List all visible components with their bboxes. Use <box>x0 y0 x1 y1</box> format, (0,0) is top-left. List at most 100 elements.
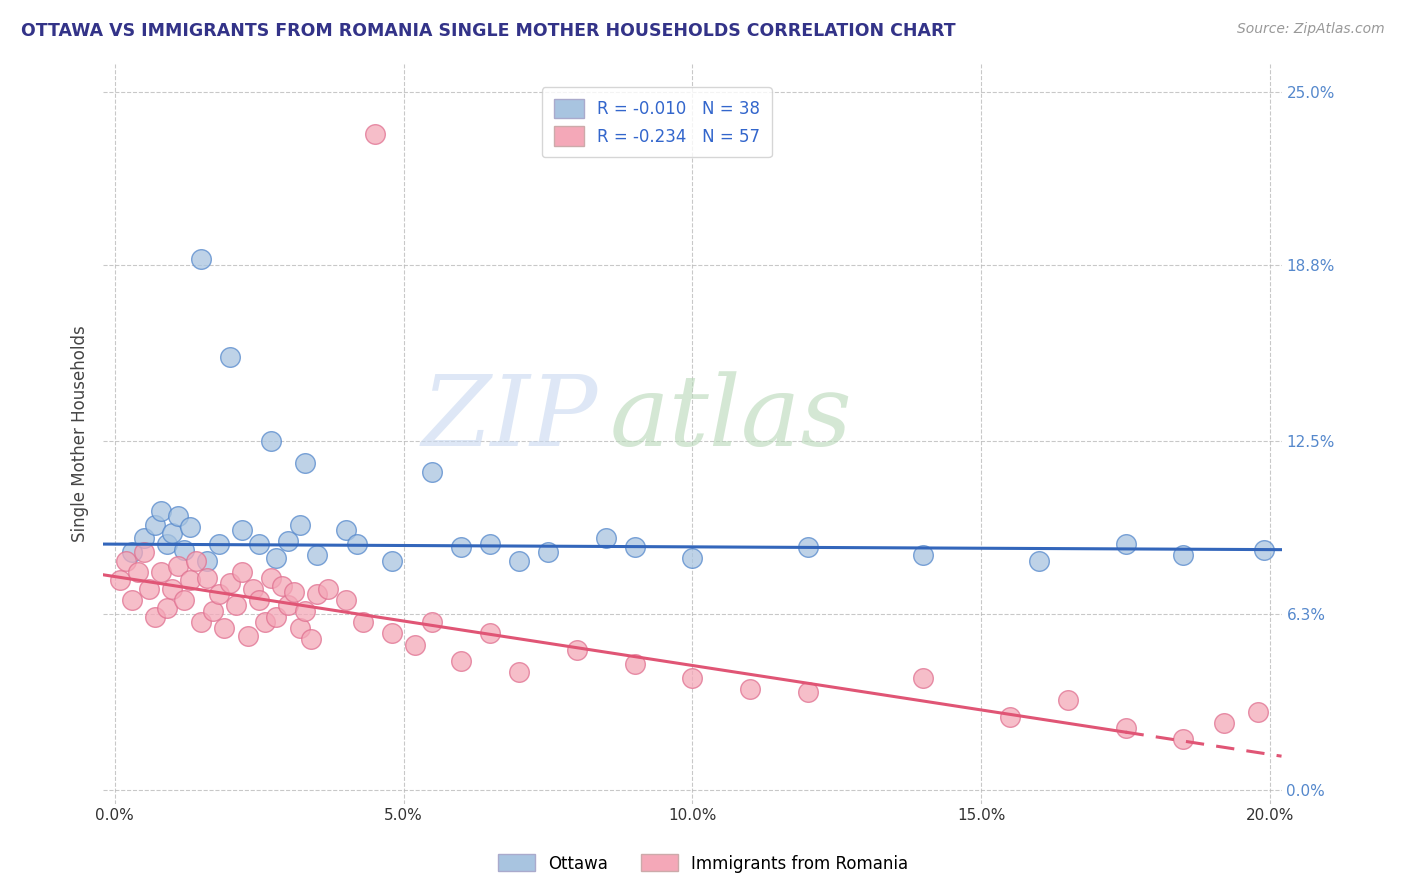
Point <box>595 532 617 546</box>
Point <box>242 582 264 596</box>
Point <box>912 671 935 685</box>
Point <box>110 574 132 588</box>
Point <box>225 599 247 613</box>
Point <box>214 621 236 635</box>
Point <box>479 537 502 551</box>
Point <box>299 632 322 646</box>
Point <box>318 582 340 596</box>
Text: ZIP: ZIP <box>422 371 598 467</box>
Point <box>450 654 472 668</box>
Point <box>479 626 502 640</box>
Point <box>259 434 281 448</box>
Point <box>156 601 179 615</box>
Text: OTTAWA VS IMMIGRANTS FROM ROMANIA SINGLE MOTHER HOUSEHOLDS CORRELATION CHART: OTTAWA VS IMMIGRANTS FROM ROMANIA SINGLE… <box>21 22 956 40</box>
Point <box>912 548 935 562</box>
Point <box>173 593 195 607</box>
Point <box>179 520 201 534</box>
Point <box>149 503 172 517</box>
Point <box>1247 705 1270 719</box>
Point <box>219 350 242 364</box>
Point <box>1115 537 1137 551</box>
Point <box>184 554 207 568</box>
Text: Source: ZipAtlas.com: Source: ZipAtlas.com <box>1237 22 1385 37</box>
Point <box>283 584 305 599</box>
Point <box>404 638 426 652</box>
Point <box>247 593 270 607</box>
Point <box>1028 554 1050 568</box>
Point <box>121 545 143 559</box>
Point <box>208 537 231 551</box>
Point <box>236 629 259 643</box>
Point <box>162 525 184 540</box>
Point <box>271 579 294 593</box>
Point <box>565 643 588 657</box>
Point <box>277 534 299 549</box>
Point <box>363 127 385 141</box>
Point <box>1212 715 1234 730</box>
Point <box>277 599 299 613</box>
Point <box>450 540 472 554</box>
Point <box>294 456 316 470</box>
Point <box>422 615 444 630</box>
Point <box>381 554 404 568</box>
Point <box>508 665 530 680</box>
Point <box>162 582 184 596</box>
Text: atlas: atlas <box>610 371 852 467</box>
Point <box>797 685 820 699</box>
Point <box>738 682 761 697</box>
Point <box>132 545 155 559</box>
Point <box>253 615 276 630</box>
Point <box>143 517 166 532</box>
Point <box>190 615 212 630</box>
Point <box>346 537 368 551</box>
Point <box>259 570 281 584</box>
Point <box>195 570 218 584</box>
Point <box>208 587 231 601</box>
Point <box>288 517 311 532</box>
Point <box>115 554 138 568</box>
Point <box>127 565 149 579</box>
Point <box>797 540 820 554</box>
Point <box>121 593 143 607</box>
Legend: Ottawa, Immigrants from Romania: Ottawa, Immigrants from Romania <box>491 847 915 880</box>
Point <box>422 465 444 479</box>
Point <box>998 710 1021 724</box>
Point <box>681 671 703 685</box>
Point <box>305 548 328 562</box>
Point <box>623 540 645 554</box>
Point <box>352 615 374 630</box>
Point <box>288 621 311 635</box>
Point <box>335 523 357 537</box>
Point <box>195 554 218 568</box>
Point <box>231 565 253 579</box>
Point <box>266 609 288 624</box>
Point <box>537 545 560 559</box>
Point <box>179 574 201 588</box>
Point <box>173 542 195 557</box>
Point <box>1115 721 1137 735</box>
Point <box>1173 732 1195 747</box>
Point <box>681 551 703 566</box>
Point <box>1173 548 1195 562</box>
Point <box>508 554 530 568</box>
Point <box>305 587 328 601</box>
Point <box>266 551 288 566</box>
Point <box>294 604 316 618</box>
Point <box>149 565 172 579</box>
Point <box>201 604 224 618</box>
Point <box>167 509 190 524</box>
Legend: R = -0.010   N = 38, R = -0.234   N = 57: R = -0.010 N = 38, R = -0.234 N = 57 <box>543 87 772 157</box>
Point <box>381 626 404 640</box>
Point <box>156 537 179 551</box>
Point <box>190 252 212 267</box>
Point <box>219 576 242 591</box>
Point <box>1253 542 1275 557</box>
Point <box>623 657 645 671</box>
Point <box>138 582 160 596</box>
Point <box>132 532 155 546</box>
Point <box>1056 693 1078 707</box>
Point <box>143 609 166 624</box>
Point <box>231 523 253 537</box>
Point <box>167 559 190 574</box>
Point <box>247 537 270 551</box>
